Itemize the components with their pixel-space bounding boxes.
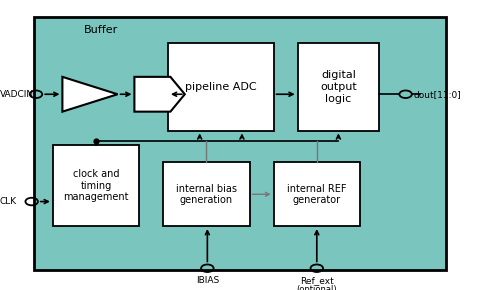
Text: internal REF
generator: internal REF generator bbox=[287, 184, 347, 205]
Text: internal bias
generation: internal bias generation bbox=[176, 184, 237, 205]
Text: Ref_ext: Ref_ext bbox=[300, 276, 334, 285]
Text: digital
output
logic: digital output logic bbox=[320, 70, 357, 104]
Text: CLK: CLK bbox=[0, 197, 17, 206]
FancyBboxPatch shape bbox=[53, 145, 139, 226]
FancyBboxPatch shape bbox=[274, 162, 360, 226]
Text: Buffer: Buffer bbox=[84, 26, 118, 35]
Text: (optional): (optional) bbox=[297, 285, 337, 290]
Text: VADCIN: VADCIN bbox=[0, 90, 34, 99]
FancyBboxPatch shape bbox=[163, 162, 250, 226]
Text: pipeline ADC: pipeline ADC bbox=[185, 82, 257, 92]
FancyBboxPatch shape bbox=[298, 44, 379, 130]
Text: dout[11:0]: dout[11:0] bbox=[414, 90, 461, 99]
Polygon shape bbox=[62, 77, 118, 112]
FancyBboxPatch shape bbox=[34, 17, 446, 270]
FancyBboxPatch shape bbox=[168, 44, 274, 130]
Text: IBIAS: IBIAS bbox=[196, 276, 219, 285]
Polygon shape bbox=[134, 77, 185, 112]
Text: clock and
timing
management: clock and timing management bbox=[63, 169, 129, 202]
